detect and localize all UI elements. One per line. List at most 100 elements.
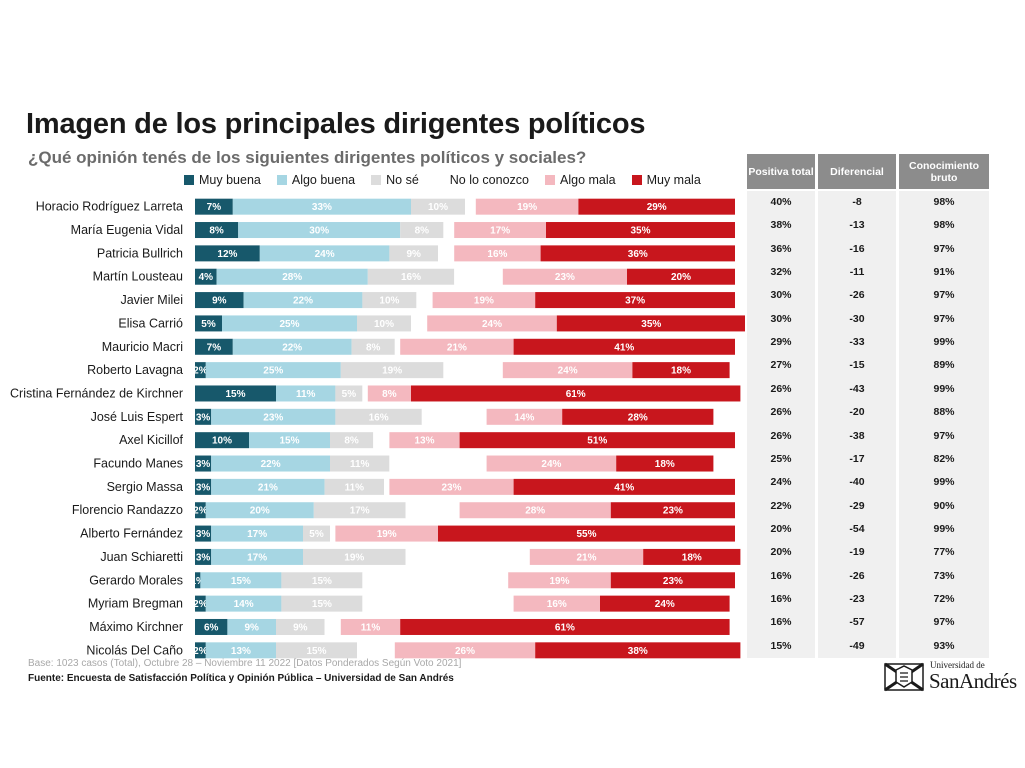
bar-value-label: 25%	[263, 366, 283, 377]
table-cell: 88%	[933, 406, 955, 419]
legend-item: Algo mala	[545, 173, 616, 187]
legend-label: Algo buena	[291, 173, 356, 187]
category-label: Juan Schiaretti	[100, 550, 183, 564]
bar-segment	[205, 642, 276, 659]
legend-item: No lo conozco	[434, 173, 529, 187]
bar-value-label: 30%	[309, 226, 329, 237]
bar-value-label: 28%	[628, 412, 648, 423]
table-cell: -13	[849, 219, 865, 232]
bar-segment	[405, 502, 460, 519]
table-cell: 36%	[770, 242, 792, 255]
bar-value-label: 13%	[414, 436, 434, 447]
bar-segment	[465, 198, 476, 215]
bar-value-label: 19%	[549, 576, 569, 587]
table-cell: 73%	[933, 569, 955, 582]
bar-segment	[200, 572, 282, 589]
bar-value-label: 19%	[344, 552, 364, 563]
bar-value-label: 19%	[377, 529, 397, 540]
legend-item: Muy buena	[184, 173, 261, 187]
bar-segment	[535, 642, 741, 659]
table-cell: 24%	[770, 476, 792, 489]
category-label: Martín Lousteau	[93, 270, 183, 284]
bar-segment	[643, 548, 741, 565]
university-logo: Universidad de SanAndrés	[882, 660, 1025, 693]
bar-value-label: 4%	[199, 272, 214, 283]
bar-value-label: 6%	[204, 622, 219, 633]
bar-segment	[389, 245, 438, 262]
bar-value-label: 10%	[428, 202, 448, 213]
bar-value-label: 15%	[231, 576, 251, 587]
bar-segment	[513, 595, 600, 612]
bar-segment	[195, 502, 206, 519]
table-cell: 82%	[933, 452, 955, 465]
bar-segment	[211, 478, 325, 495]
bar-value-label: 19%	[517, 202, 537, 213]
table-cell: -16	[849, 242, 865, 255]
bar-segment	[276, 385, 336, 402]
table-cell: -29	[849, 499, 865, 512]
bar-segment	[400, 338, 514, 355]
bar-value-label: 41%	[614, 482, 634, 493]
bar-value-label: 2%	[193, 366, 208, 377]
bar-segment	[513, 478, 735, 495]
bar-segment	[205, 595, 282, 612]
bar-value-label: 38%	[628, 646, 648, 657]
bar-segment	[400, 618, 730, 635]
legend-label: Muy mala	[646, 173, 701, 187]
bar-segment	[195, 548, 212, 565]
table-cell: 99%	[933, 382, 955, 395]
bar-segment	[195, 455, 212, 472]
table-cell: -8	[852, 196, 862, 208]
legend-swatch	[276, 175, 287, 185]
table-cell: 91%	[933, 266, 955, 279]
bar-segment	[205, 362, 341, 379]
bar-value-label: 17%	[490, 226, 510, 237]
legend-item: No sé	[371, 173, 419, 187]
bar-value-label: 28%	[525, 506, 545, 517]
bar-segment	[281, 595, 363, 612]
table-header: Conocimiento bruto	[899, 154, 989, 189]
bar-segment	[443, 362, 503, 379]
bar-segment	[195, 572, 201, 589]
bar-value-label: 10%	[374, 319, 394, 330]
bar-segment	[389, 432, 460, 449]
bar-segment	[238, 222, 401, 239]
bar-value-label: 24%	[315, 249, 335, 260]
bar-value-label: 8%	[415, 226, 430, 237]
bar-value-label: 2%	[193, 599, 208, 610]
legend-swatch	[631, 175, 642, 185]
table-cell: 16%	[770, 616, 792, 629]
bar-segment	[459, 432, 735, 449]
table-cell: -40	[849, 476, 865, 489]
table-cell: 20%	[770, 546, 792, 559]
bar-value-label: 5%	[201, 319, 216, 330]
category-label: Gerardo Morales	[89, 573, 183, 587]
bar-value-label: 16%	[401, 272, 421, 283]
table-column: -8 -13 -16 -11 -26 -30 -33 -15 -43 -20 -38 -17 -40 -2…	[818, 191, 896, 658]
bar-segment	[454, 222, 546, 239]
bar-segment	[330, 455, 390, 472]
table-cell: -26	[849, 289, 865, 302]
bar-value-label: 36%	[628, 249, 648, 260]
bar-value-label: 22%	[261, 459, 281, 470]
bar-value-label: 13%	[231, 646, 251, 657]
category-label: Alberto Fernández	[80, 527, 183, 541]
table-cell: 99%	[933, 522, 955, 535]
table-cell: 97%	[933, 616, 955, 629]
bar-segment	[405, 548, 530, 565]
bar-segment	[351, 338, 395, 355]
bar-segment	[389, 478, 514, 495]
bar-value-label: 11%	[350, 459, 370, 470]
logo-big-text: SanAndrés	[929, 669, 1017, 693]
bar-segment	[475, 198, 579, 215]
bar-value-label: 61%	[566, 389, 586, 400]
table-cell: -30	[849, 312, 865, 325]
bar-value-label: 21%	[576, 552, 596, 563]
bar-segment	[438, 245, 455, 262]
bar-value-label: 26%	[455, 646, 475, 657]
bar-segment	[195, 268, 217, 285]
bar-segment	[421, 408, 487, 425]
category-label: Facundo Manes	[93, 457, 183, 471]
bar-segment	[384, 478, 390, 495]
bar-segment	[195, 385, 276, 402]
